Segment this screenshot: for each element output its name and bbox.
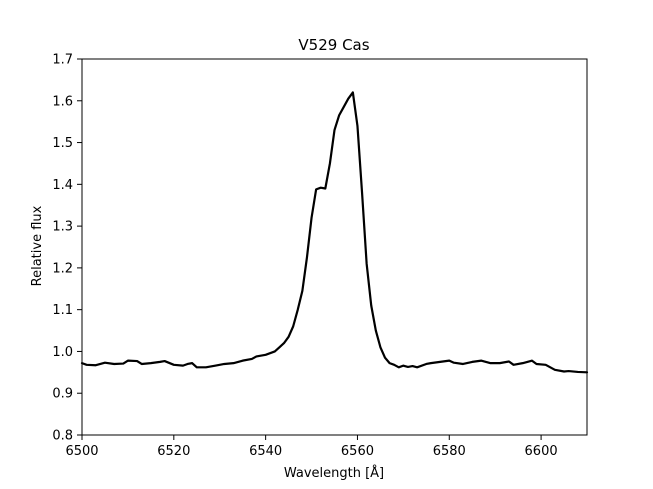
y-tick-label: 0.9: [52, 387, 73, 402]
x-tick-label: 6600: [525, 444, 558, 459]
y-tick-label: 1.3: [52, 220, 73, 235]
y-tick-label: 0.8: [52, 429, 73, 444]
y-tick-label: 1.1: [52, 303, 73, 318]
y-tick-label: 1.6: [52, 94, 73, 109]
x-tick-label: 6560: [341, 444, 374, 459]
x-axis-title: Wavelength [Å]: [284, 465, 384, 481]
y-tick-label: 1.4: [52, 178, 73, 193]
y-tick-label: 1.5: [52, 136, 73, 151]
y-axis-title: Relative flux: [30, 205, 45, 286]
y-tick-label: 1.0: [52, 345, 73, 360]
y-tick-label: 1.7: [52, 53, 73, 68]
x-axis: 6500 6520 6540 6560 6580 6600: [65, 435, 558, 459]
chart-title: V529 Cas: [298, 36, 369, 54]
x-tick-label: 6580: [433, 444, 466, 459]
x-tick-label: 6500: [65, 444, 98, 459]
x-tick-label: 6540: [249, 444, 282, 459]
y-axis: 0.8 0.9 1.0 1.1 1.2 1.3 1.4 1.5 1.6 1.7: [52, 53, 82, 444]
x-tick-label: 6520: [157, 444, 190, 459]
y-tick-label: 1.2: [52, 261, 73, 276]
flux-series-line: [80, 91, 589, 374]
plot-frame: [81, 58, 588, 436]
